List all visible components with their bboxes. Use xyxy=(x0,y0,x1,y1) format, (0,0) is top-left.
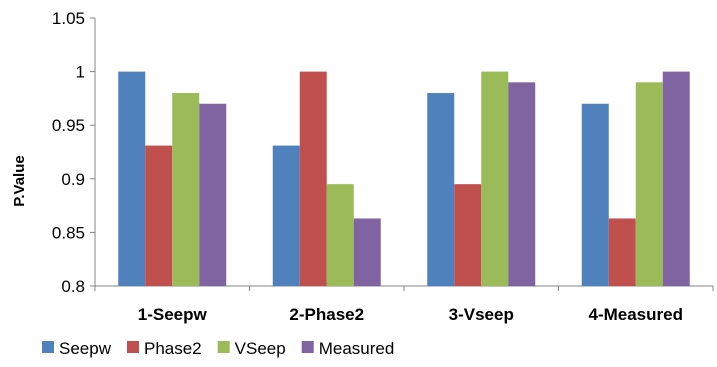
x-category-label: 3-Vseep xyxy=(449,305,514,324)
legend-label-vseep: VSeep xyxy=(235,339,286,358)
bar-seepw-2 xyxy=(272,145,300,286)
legend-label-seepw: Seepw xyxy=(59,339,112,358)
bar-vseep-1 xyxy=(172,93,200,286)
y-tick-label: 1.05 xyxy=(52,9,85,28)
x-category-label: 2-Phase2 xyxy=(289,305,364,324)
y-tick-label: 0.95 xyxy=(52,116,85,135)
chart-bars xyxy=(118,71,690,286)
bar-phase2-4 xyxy=(608,218,636,286)
bar-phase2-1 xyxy=(145,145,173,286)
bar-measured-2 xyxy=(353,218,381,286)
bar-measured-4 xyxy=(662,71,690,286)
bar-phase2-2 xyxy=(299,71,327,286)
y-tick-label: 1 xyxy=(76,63,85,82)
bar-measured-1 xyxy=(199,103,227,286)
legend-swatch-measured xyxy=(301,341,314,353)
chart-legend: Seepw Phase2 VSeep Measured xyxy=(42,339,394,358)
bar-seepw-4 xyxy=(581,103,609,286)
legend-label-phase2: Phase2 xyxy=(144,339,202,358)
bar-phase2-3 xyxy=(454,184,482,286)
bar-vseep-4 xyxy=(635,82,663,286)
y-tick-label: 0.85 xyxy=(52,223,85,242)
bar-seepw-3 xyxy=(427,93,455,286)
y-tick-labels: 0.8 0.85 0.9 0.95 1 1.05 xyxy=(52,9,85,296)
x-category-label: 1-Seepw xyxy=(138,305,208,324)
legend-swatch-vseep xyxy=(217,341,230,353)
legend-label-measured: Measured xyxy=(319,339,395,358)
x-category-labels: 1-Seepw 2-Phase2 3-Vseep 4-Measured xyxy=(138,305,683,324)
y-tick-label: 0.8 xyxy=(61,277,85,296)
y-axis-title: P.Value xyxy=(11,155,28,206)
bar-seepw-1 xyxy=(118,71,146,286)
legend-swatch-phase2 xyxy=(126,341,139,353)
bar-vseep-3 xyxy=(481,71,509,286)
bar-vseep-2 xyxy=(326,184,354,286)
legend-swatch-seepw xyxy=(42,341,54,353)
bar-measured-3 xyxy=(508,82,536,286)
y-tick-label: 0.9 xyxy=(61,170,85,189)
x-category-label: 4-Measured xyxy=(589,305,683,324)
